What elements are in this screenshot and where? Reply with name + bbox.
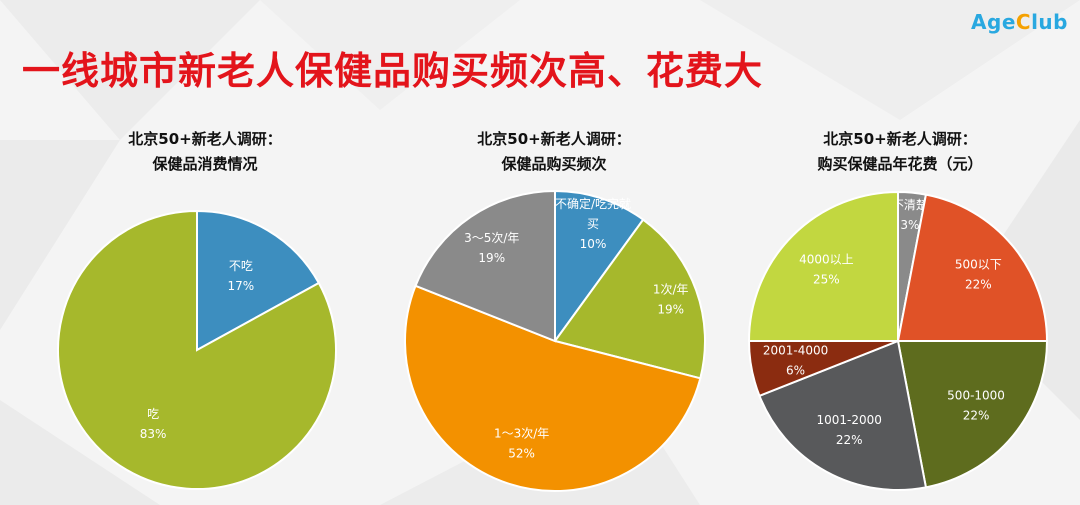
slice-category-label: 不确定/吃完就 [555, 196, 631, 211]
slice-percent-label: 22% [836, 433, 863, 447]
chart-title-annual-spend: 北京50+新老人调研： 购买保健品年花费（元） [750, 127, 1050, 177]
chart-title-line: 保健品消费情况 [152, 155, 258, 173]
chart-title-consumption: 北京50+新老人调研： 保健品消费情况 [55, 127, 355, 177]
slice-category-label: 1～3次/年 [494, 427, 549, 441]
slice-percent-label: 6% [786, 364, 805, 378]
slice-category-label: 1001-2000 [816, 413, 881, 427]
chart-title-line: 保健品购买频次 [501, 155, 607, 173]
pie-slice [553, 218, 706, 380]
slice-percent-label: 22% [965, 278, 992, 292]
pie-slice [57, 209, 337, 490]
slice-percent-label: 25% [813, 272, 840, 286]
pie-slice [196, 209, 321, 352]
slice-category-label: 不吃 [229, 259, 253, 273]
chart-title-line: 购买保健品年花费（元） [817, 155, 983, 173]
pie-slice [554, 189, 645, 345]
slice-percent-label: 10% [580, 237, 607, 251]
pie-slice [758, 339, 928, 491]
slice-category-label: 不清楚 [892, 198, 928, 212]
slice-percent-label: 19% [478, 251, 505, 265]
ageclub-logo: AgeClub [971, 10, 1068, 34]
chart-title-frequency: 北京50+新老人调研： 保健品购买频次 [404, 127, 704, 177]
pie-slice [414, 189, 556, 343]
slice-percent-label: 19% [657, 302, 684, 316]
pie-slice [404, 284, 702, 492]
slice-category-label: 1次/年 [653, 282, 689, 296]
slice-category-label: 吃 [147, 407, 159, 421]
slice-category-label: 500-1000 [947, 389, 1005, 403]
pie-slice [747, 190, 899, 342]
slice-percent-label: 3% [900, 218, 919, 232]
slice-category-label: 4000以上 [799, 252, 854, 266]
slice-percent-label: 17% [228, 279, 255, 293]
slice-category-label: 3～5次/年 [464, 231, 519, 245]
slice-category-label: 500以下 [955, 258, 1002, 272]
slice-percent-label: 22% [963, 409, 990, 423]
pie-slice [896, 193, 1049, 342]
pie-slice [896, 340, 1049, 489]
slice-percent-label: 52% [508, 447, 535, 461]
slice-category-label: 买 [587, 217, 599, 231]
slice-category-label: 2001-4000 [763, 344, 828, 358]
chart-title-line: 北京50+新老人调研： [128, 130, 282, 148]
page-title: 一线城市新老人保健品购买频次高、花费大 [22, 49, 764, 93]
slice-percent-label: 83% [140, 427, 167, 441]
chart-title-line: 北京50+新老人调研： [823, 130, 977, 148]
chart-title-line: 北京50+新老人调研： [477, 130, 631, 148]
